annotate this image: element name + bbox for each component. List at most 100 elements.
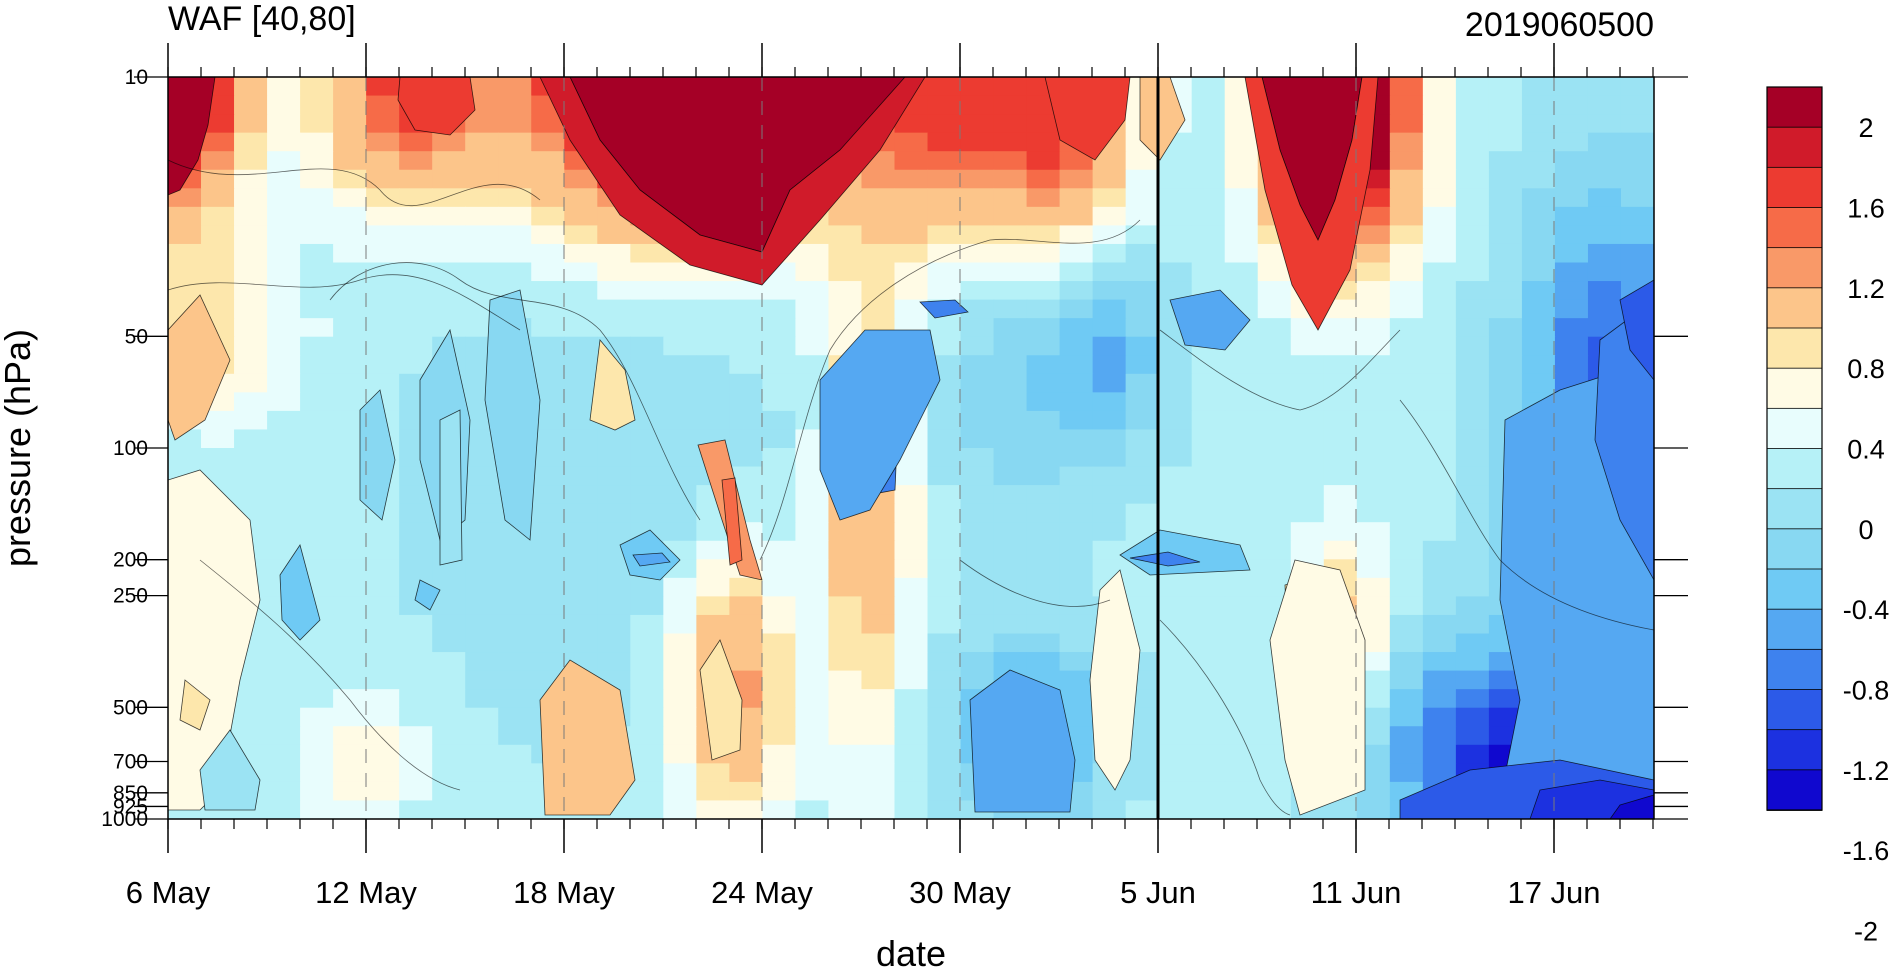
contour-cell: [1554, 77, 1589, 97]
contour-cell: [1257, 281, 1292, 301]
contour-line: [1399, 399, 1654, 631]
contour-cell: [927, 614, 962, 635]
contour-cell: [432, 299, 466, 319]
contour-cell: [1389, 225, 1424, 245]
contour-cell: [1224, 781, 1259, 802]
contour-cell: [1554, 188, 1589, 208]
contour-cell: [927, 726, 962, 746]
contour-cell: [333, 299, 367, 319]
contour-cell: [663, 633, 697, 653]
contour-cell: [201, 225, 235, 245]
contour-cell: [663, 689, 697, 709]
contour-cell: [630, 689, 664, 709]
contour-cell: [333, 689, 367, 709]
contour-cell: [366, 689, 400, 709]
contour-cell: [234, 707, 268, 727]
contour-cell: [1092, 373, 1127, 393]
contour-cell: [366, 373, 400, 393]
contour-cell: [399, 633, 433, 653]
contour-cell: [399, 614, 433, 635]
contour-region: [279, 544, 321, 641]
contour-cell: [1422, 243, 1457, 264]
contour-cell: [1554, 95, 1589, 115]
contour-cell: [828, 670, 863, 690]
contour-cell: [1026, 188, 1061, 208]
contour-cell: [993, 281, 1028, 301]
contour-cell: [399, 206, 433, 226]
contour-line: [329, 262, 701, 521]
contour-cell: [1026, 355, 1061, 375]
contour-cell: [1389, 373, 1424, 393]
contour-cell: [1521, 373, 1556, 393]
contour-cell: [597, 503, 631, 523]
contour-cell: [993, 169, 1028, 189]
contour-cell: [1554, 299, 1589, 319]
contour-cell: [960, 577, 995, 597]
contour-cell: [1158, 355, 1193, 375]
contour-cell: [564, 522, 598, 542]
contour-cell: [1026, 262, 1061, 282]
colorbar-swatch: [1766, 86, 1823, 129]
contour-cell: [465, 614, 499, 635]
contour-cell: [960, 281, 995, 301]
contour-cell: [399, 726, 433, 746]
contour-cell: [1257, 429, 1292, 449]
contour-cell: [1224, 336, 1259, 356]
contour-cell: [1323, 448, 1358, 468]
contour-cell: [1257, 577, 1292, 597]
contour-cell: [1422, 336, 1457, 356]
contour-cell: [366, 652, 400, 672]
contour-cell: [1620, 151, 1654, 171]
contour-cell: [993, 151, 1028, 171]
contour-cell: [267, 670, 301, 690]
contour-cell: [300, 707, 334, 727]
contour-cell: [861, 689, 896, 709]
contour-cell: [894, 466, 929, 486]
contour-cell: [729, 614, 763, 635]
colorbar-frame: [1766, 86, 1823, 811]
contour-cell: [597, 466, 631, 486]
contour-cell: [465, 577, 499, 597]
contour-cell: [564, 336, 598, 356]
contour-cell: [465, 670, 499, 690]
contour-cell: [1125, 206, 1160, 226]
contour-cell: [762, 744, 797, 764]
contour-cell: [1191, 744, 1226, 764]
contour-cell: [333, 132, 367, 152]
contour-cell: [762, 633, 797, 653]
contour-cell: [267, 206, 301, 226]
contour-cell: [300, 188, 334, 208]
contour-cell: [531, 299, 565, 319]
contour-cell: [1224, 243, 1259, 264]
contour-cell: [234, 299, 268, 319]
contour-cell: [1422, 670, 1457, 690]
contour-cell: [1191, 707, 1226, 727]
contour-cell: [861, 540, 896, 560]
colorbar-label: -2: [1854, 917, 1878, 947]
contour-cell: [1422, 392, 1457, 412]
contour-cell: [1389, 169, 1424, 189]
contour-cell: [1257, 781, 1292, 802]
contour-cell: [993, 503, 1028, 523]
contour-cell: [960, 448, 995, 468]
contour-cell: [1422, 559, 1457, 579]
contour-cell: [795, 781, 830, 802]
contour-cell: [333, 448, 367, 468]
x-tick-label: 24 May: [711, 875, 813, 910]
contour-cell: [630, 652, 664, 672]
contour-cell: [465, 281, 499, 301]
contour-cell: [630, 336, 664, 356]
contour-cell: [399, 781, 433, 802]
contour-cell: [465, 243, 499, 264]
contour-cell: [267, 707, 301, 727]
contour-cell: [828, 633, 863, 653]
contour-cell: [696, 763, 730, 783]
contour-cell: [432, 281, 466, 301]
contour-cell: [564, 503, 598, 523]
contour-cell: [564, 299, 598, 319]
contour-cell: [1488, 281, 1523, 301]
contour-cell: [1290, 410, 1325, 431]
contour-cell: [960, 206, 995, 226]
contour-cell: [201, 151, 235, 171]
contour-cell: [564, 559, 598, 579]
